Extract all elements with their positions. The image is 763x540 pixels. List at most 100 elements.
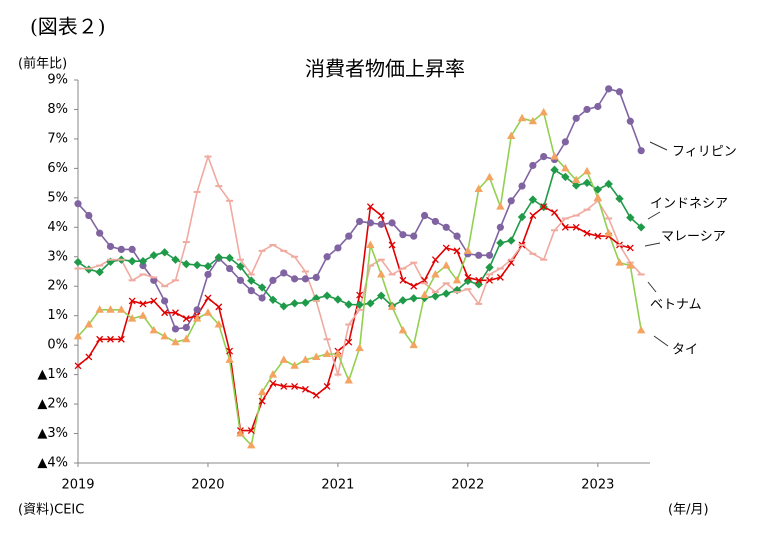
marker bbox=[409, 294, 418, 303]
marker bbox=[182, 315, 190, 323]
marker bbox=[323, 382, 331, 390]
marker bbox=[247, 440, 256, 449]
marker bbox=[247, 276, 256, 285]
marker bbox=[323, 253, 331, 261]
marker bbox=[463, 246, 473, 254]
marker bbox=[583, 229, 591, 237]
marker bbox=[139, 300, 147, 308]
marker bbox=[171, 337, 180, 346]
marker bbox=[485, 251, 494, 259]
marker bbox=[280, 269, 288, 277]
marker bbox=[636, 223, 646, 232]
marker bbox=[528, 116, 538, 125]
chart-title: 消費者物価上昇率 bbox=[305, 57, 465, 81]
marker bbox=[85, 353, 93, 361]
marker bbox=[127, 256, 137, 266]
marker bbox=[258, 397, 266, 405]
marker bbox=[301, 385, 309, 393]
marker bbox=[366, 240, 375, 248]
marker bbox=[626, 213, 635, 222]
marker bbox=[236, 429, 245, 437]
marker bbox=[615, 88, 624, 96]
y-tick-label: 5% bbox=[47, 190, 68, 205]
marker bbox=[257, 387, 267, 396]
marker bbox=[280, 382, 288, 390]
legend-label: インドネシア bbox=[650, 197, 728, 212]
marker bbox=[345, 232, 353, 240]
legend-label: マレーシア bbox=[661, 230, 726, 245]
marker bbox=[475, 276, 483, 284]
marker bbox=[453, 247, 461, 255]
marker bbox=[528, 195, 538, 204]
marker bbox=[214, 320, 223, 328]
marker bbox=[540, 203, 548, 211]
marker bbox=[149, 251, 159, 260]
marker bbox=[388, 241, 396, 249]
legend-pointer bbox=[644, 242, 661, 247]
marker bbox=[474, 280, 483, 289]
y-tick-label: ▲4% bbox=[37, 456, 68, 471]
marker bbox=[117, 305, 126, 313]
marker bbox=[203, 308, 213, 316]
marker bbox=[496, 223, 504, 231]
marker bbox=[572, 223, 580, 231]
y-tick-label: 3% bbox=[47, 249, 68, 264]
marker bbox=[225, 253, 234, 263]
marker bbox=[377, 269, 386, 278]
x-axis-label: (年/月) bbox=[668, 503, 709, 518]
marker bbox=[312, 273, 320, 281]
marker bbox=[226, 347, 234, 355]
marker bbox=[583, 105, 591, 114]
marker bbox=[84, 320, 94, 328]
marker bbox=[431, 269, 440, 278]
marker bbox=[474, 184, 483, 193]
marker bbox=[399, 276, 407, 284]
marker bbox=[106, 242, 115, 251]
marker bbox=[496, 238, 505, 248]
marker bbox=[149, 325, 159, 334]
marker bbox=[377, 220, 385, 228]
marker bbox=[366, 203, 374, 211]
marker bbox=[594, 102, 602, 111]
series-line bbox=[77, 205, 631, 432]
marker bbox=[496, 202, 505, 210]
marker bbox=[117, 245, 125, 254]
marker bbox=[355, 300, 364, 309]
marker bbox=[442, 244, 450, 252]
marker bbox=[517, 113, 527, 122]
marker bbox=[593, 193, 603, 201]
marker bbox=[507, 197, 515, 205]
marker bbox=[268, 370, 278, 378]
marker bbox=[333, 295, 343, 304]
y-axis-label: (前年比) bbox=[18, 56, 67, 72]
marker bbox=[85, 211, 93, 220]
marker bbox=[496, 273, 504, 281]
marker bbox=[73, 257, 83, 267]
marker bbox=[334, 244, 342, 252]
marker bbox=[106, 305, 115, 313]
marker bbox=[486, 276, 493, 284]
legend-label: ベトナム bbox=[650, 298, 702, 313]
marker bbox=[366, 299, 375, 308]
legend-pointer bbox=[653, 335, 669, 347]
marker bbox=[475, 251, 483, 259]
marker bbox=[561, 223, 569, 231]
marker bbox=[247, 287, 255, 295]
marker bbox=[539, 107, 548, 116]
marker bbox=[399, 231, 407, 239]
marker bbox=[550, 165, 559, 175]
marker bbox=[74, 200, 82, 208]
marker bbox=[626, 261, 635, 269]
marker bbox=[464, 273, 472, 281]
marker bbox=[128, 297, 136, 305]
marker bbox=[452, 275, 462, 284]
marker bbox=[517, 212, 527, 222]
marker bbox=[279, 355, 288, 363]
marker bbox=[269, 276, 277, 284]
y-tick-label: 6% bbox=[47, 161, 68, 176]
marker bbox=[107, 335, 114, 343]
marker bbox=[344, 300, 353, 309]
marker bbox=[518, 182, 526, 190]
marker bbox=[301, 355, 310, 363]
marker bbox=[356, 291, 364, 299]
